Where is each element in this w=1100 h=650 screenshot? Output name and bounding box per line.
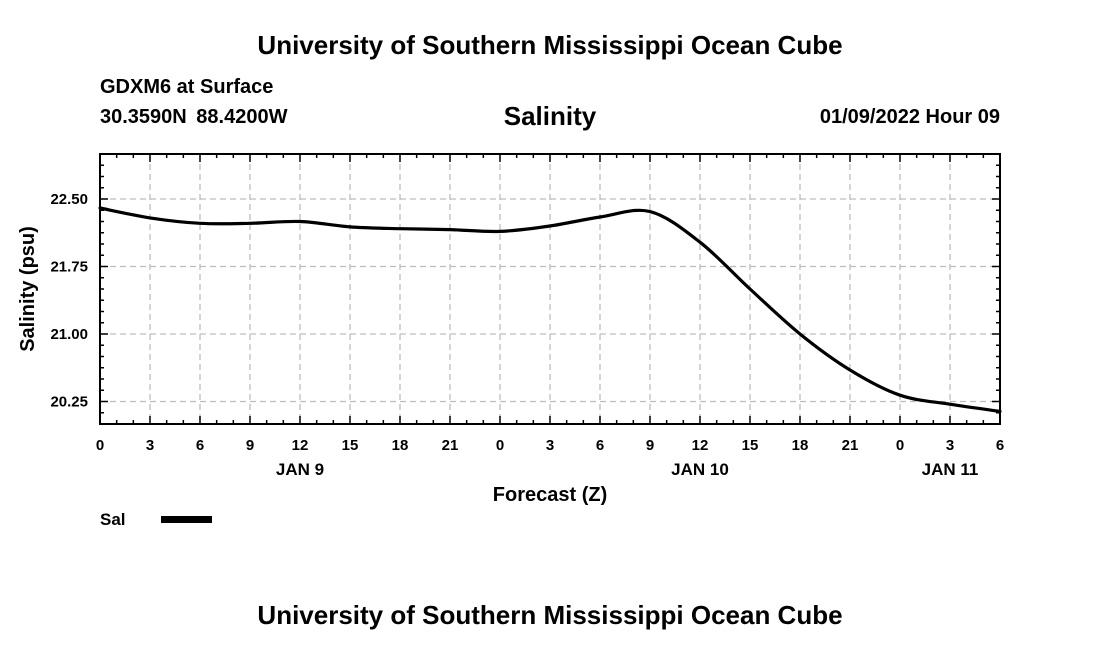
x-tick-label: 6 [596, 437, 604, 454]
x-axis-title: Forecast (Z) [493, 484, 607, 506]
x-tick-label: 21 [842, 437, 859, 454]
x-tick-label: 18 [792, 437, 809, 454]
x-tick-label: 21 [442, 437, 459, 454]
x-tick-label: 0 [96, 437, 104, 454]
x-tick-label: 6 [996, 437, 1004, 454]
x-tick-label: 15 [742, 437, 759, 454]
label-layer: 0 3 6 9 12 15 18 21 0 3 6 9 12 15 18 21 0 3 6 JAN 9 JAN 10 JA… [17, 191, 1004, 506]
legend-line-swatch [161, 516, 212, 523]
series-line-sal [98, 206, 1002, 413]
chart-title: Salinity [503, 101, 597, 131]
y-tick-label: 21.00 [50, 326, 88, 343]
page-title: University of Southern Mississippi Ocean… [257, 30, 843, 60]
grid-layer [100, 154, 1000, 424]
x-tick-label: 12 [292, 437, 309, 454]
x-date-label: JAN 11 [922, 460, 979, 479]
x-date-label: JAN 9 [276, 460, 324, 479]
y-axis-title: Salinity (psu) [17, 226, 39, 352]
x-tick-label: 3 [146, 437, 154, 454]
x-tick-label: 9 [646, 437, 654, 454]
x-tick-label: 0 [896, 437, 904, 454]
x-tick-label: 15 [342, 437, 359, 454]
x-tick-label: 6 [196, 437, 204, 454]
legend-label: Sal [100, 510, 126, 529]
station-label: GDXM6 at Surface [100, 76, 274, 98]
forecast-datetime: 01/09/2022 Hour 09 [819, 106, 1000, 128]
footer-title: University of Southern Mississippi Ocean… [257, 600, 843, 630]
x-date-label: JAN 10 [671, 460, 729, 479]
x-tick-label: 0 [496, 437, 504, 454]
y-tick-label: 21.75 [50, 259, 88, 276]
axis-layer [99, 153, 1001, 425]
x-tick-label: 9 [246, 437, 254, 454]
series-layer [98, 206, 1002, 413]
y-tick-label: 22.50 [50, 191, 88, 208]
y-tick-label: 20.25 [50, 394, 88, 411]
coordinates-label: 30.3590N 88.4200W [100, 106, 288, 128]
x-tick-label: 3 [946, 437, 954, 454]
x-tick-label: 18 [392, 437, 409, 454]
x-tick-label: 3 [546, 437, 554, 454]
x-tick-label: 12 [692, 437, 709, 454]
